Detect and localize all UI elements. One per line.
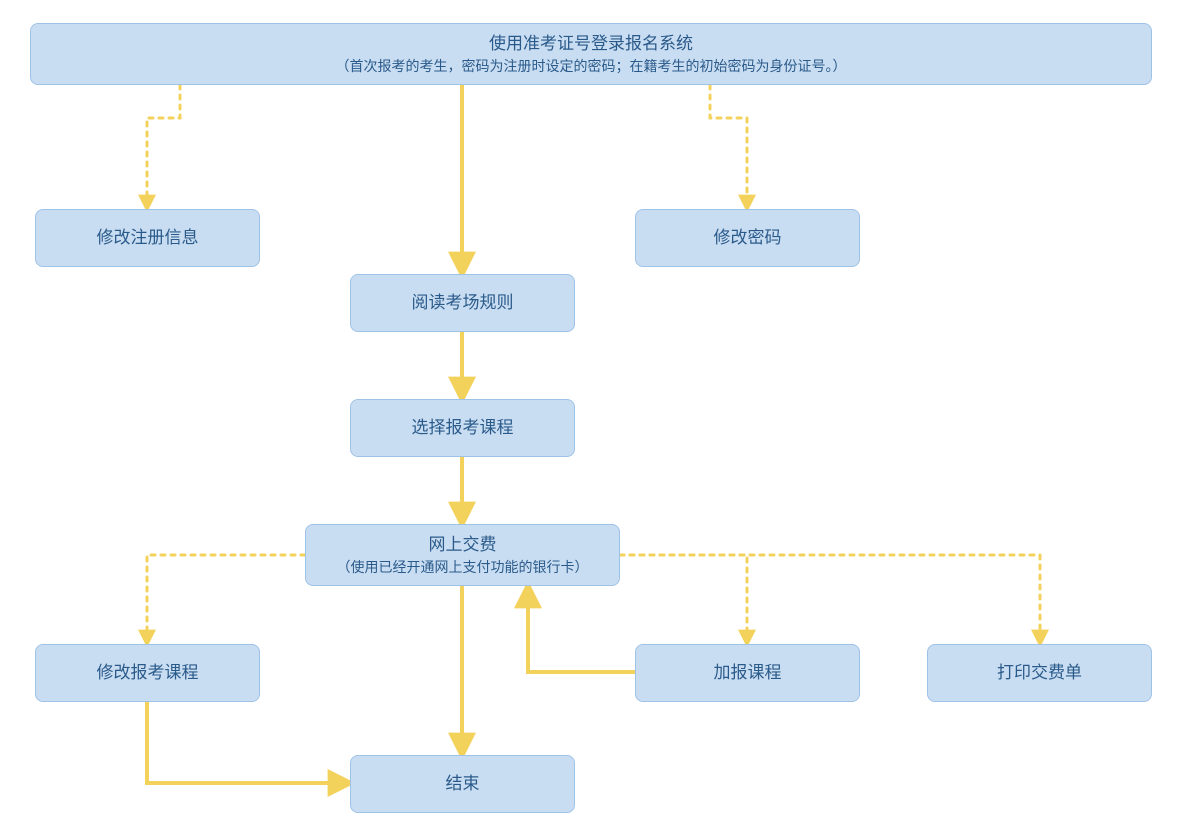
edges-layer — [0, 0, 1179, 830]
edge-addcourse-to-pay — [528, 586, 635, 672]
edge-pay-to-modifycourse — [147, 555, 305, 644]
node-title: 阅读考场规则 — [412, 290, 514, 316]
edge-login-to-modifypwd — [710, 85, 747, 209]
edge-login-to-modifyreg — [147, 85, 180, 209]
node-modify-pwd: 修改密码 — [635, 209, 860, 267]
node-title: 使用准考证号登录报名系统 — [489, 31, 693, 57]
flowchart-canvas: 使用准考证号登录报名系统 （首次报考的考生，密码为注册时设定的密码；在籍考生的初… — [0, 0, 1179, 830]
node-subtitle: （首次报考的考生，密码为注册时设定的密码；在籍考生的初始密码为身份证号。） — [336, 56, 847, 77]
node-title: 网上交费 — [429, 532, 497, 558]
node-subtitle: （使用已经开通网上支付功能的银行卡） — [337, 557, 589, 578]
edge-pay-to-print — [620, 555, 1040, 644]
node-pay: 网上交费 （使用已经开通网上支付功能的银行卡） — [305, 524, 620, 586]
node-end: 结束 — [350, 755, 575, 813]
node-title: 修改报考课程 — [97, 660, 199, 686]
edge-pay-to-addcourse — [620, 555, 747, 644]
node-title: 修改注册信息 — [97, 225, 199, 251]
node-modify-course: 修改报考课程 — [35, 644, 260, 702]
node-title: 修改密码 — [714, 225, 782, 251]
node-title: 打印交费单 — [997, 660, 1082, 686]
node-select-course: 选择报考课程 — [350, 399, 575, 457]
node-title: 结束 — [446, 771, 480, 797]
node-read-rules: 阅读考场规则 — [350, 274, 575, 332]
node-add-course: 加报课程 — [635, 644, 860, 702]
node-login: 使用准考证号登录报名系统 （首次报考的考生，密码为注册时设定的密码；在籍考生的初… — [30, 23, 1152, 85]
node-title: 加报课程 — [714, 660, 782, 686]
edge-modifycourse-to-end — [147, 702, 350, 783]
node-print-pay: 打印交费单 — [927, 644, 1152, 702]
node-title: 选择报考课程 — [412, 415, 514, 441]
node-modify-reg: 修改注册信息 — [35, 209, 260, 267]
